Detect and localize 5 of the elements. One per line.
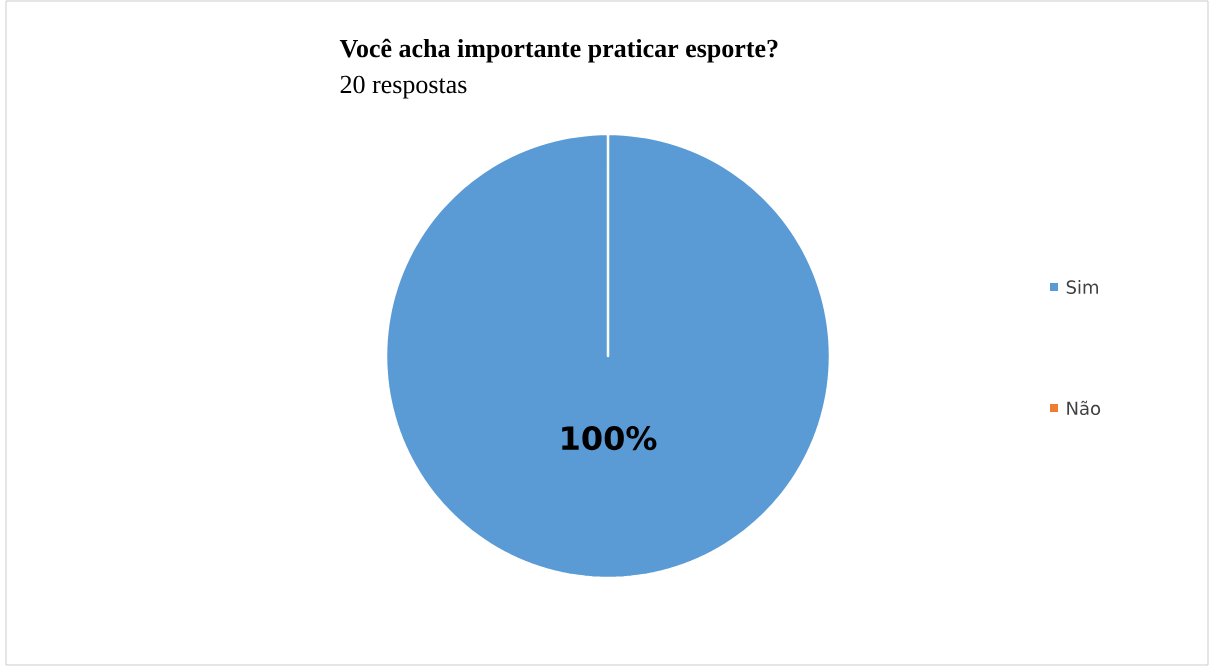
legend-label: Sim <box>1066 280 1098 294</box>
chart-title: Você acha importante praticar esporte? <box>339 38 778 63</box>
chart-subtitle: 20 respostas <box>340 75 467 99</box>
data-label: 100% <box>562 426 657 451</box>
legend-label: Não <box>1067 400 1101 416</box>
